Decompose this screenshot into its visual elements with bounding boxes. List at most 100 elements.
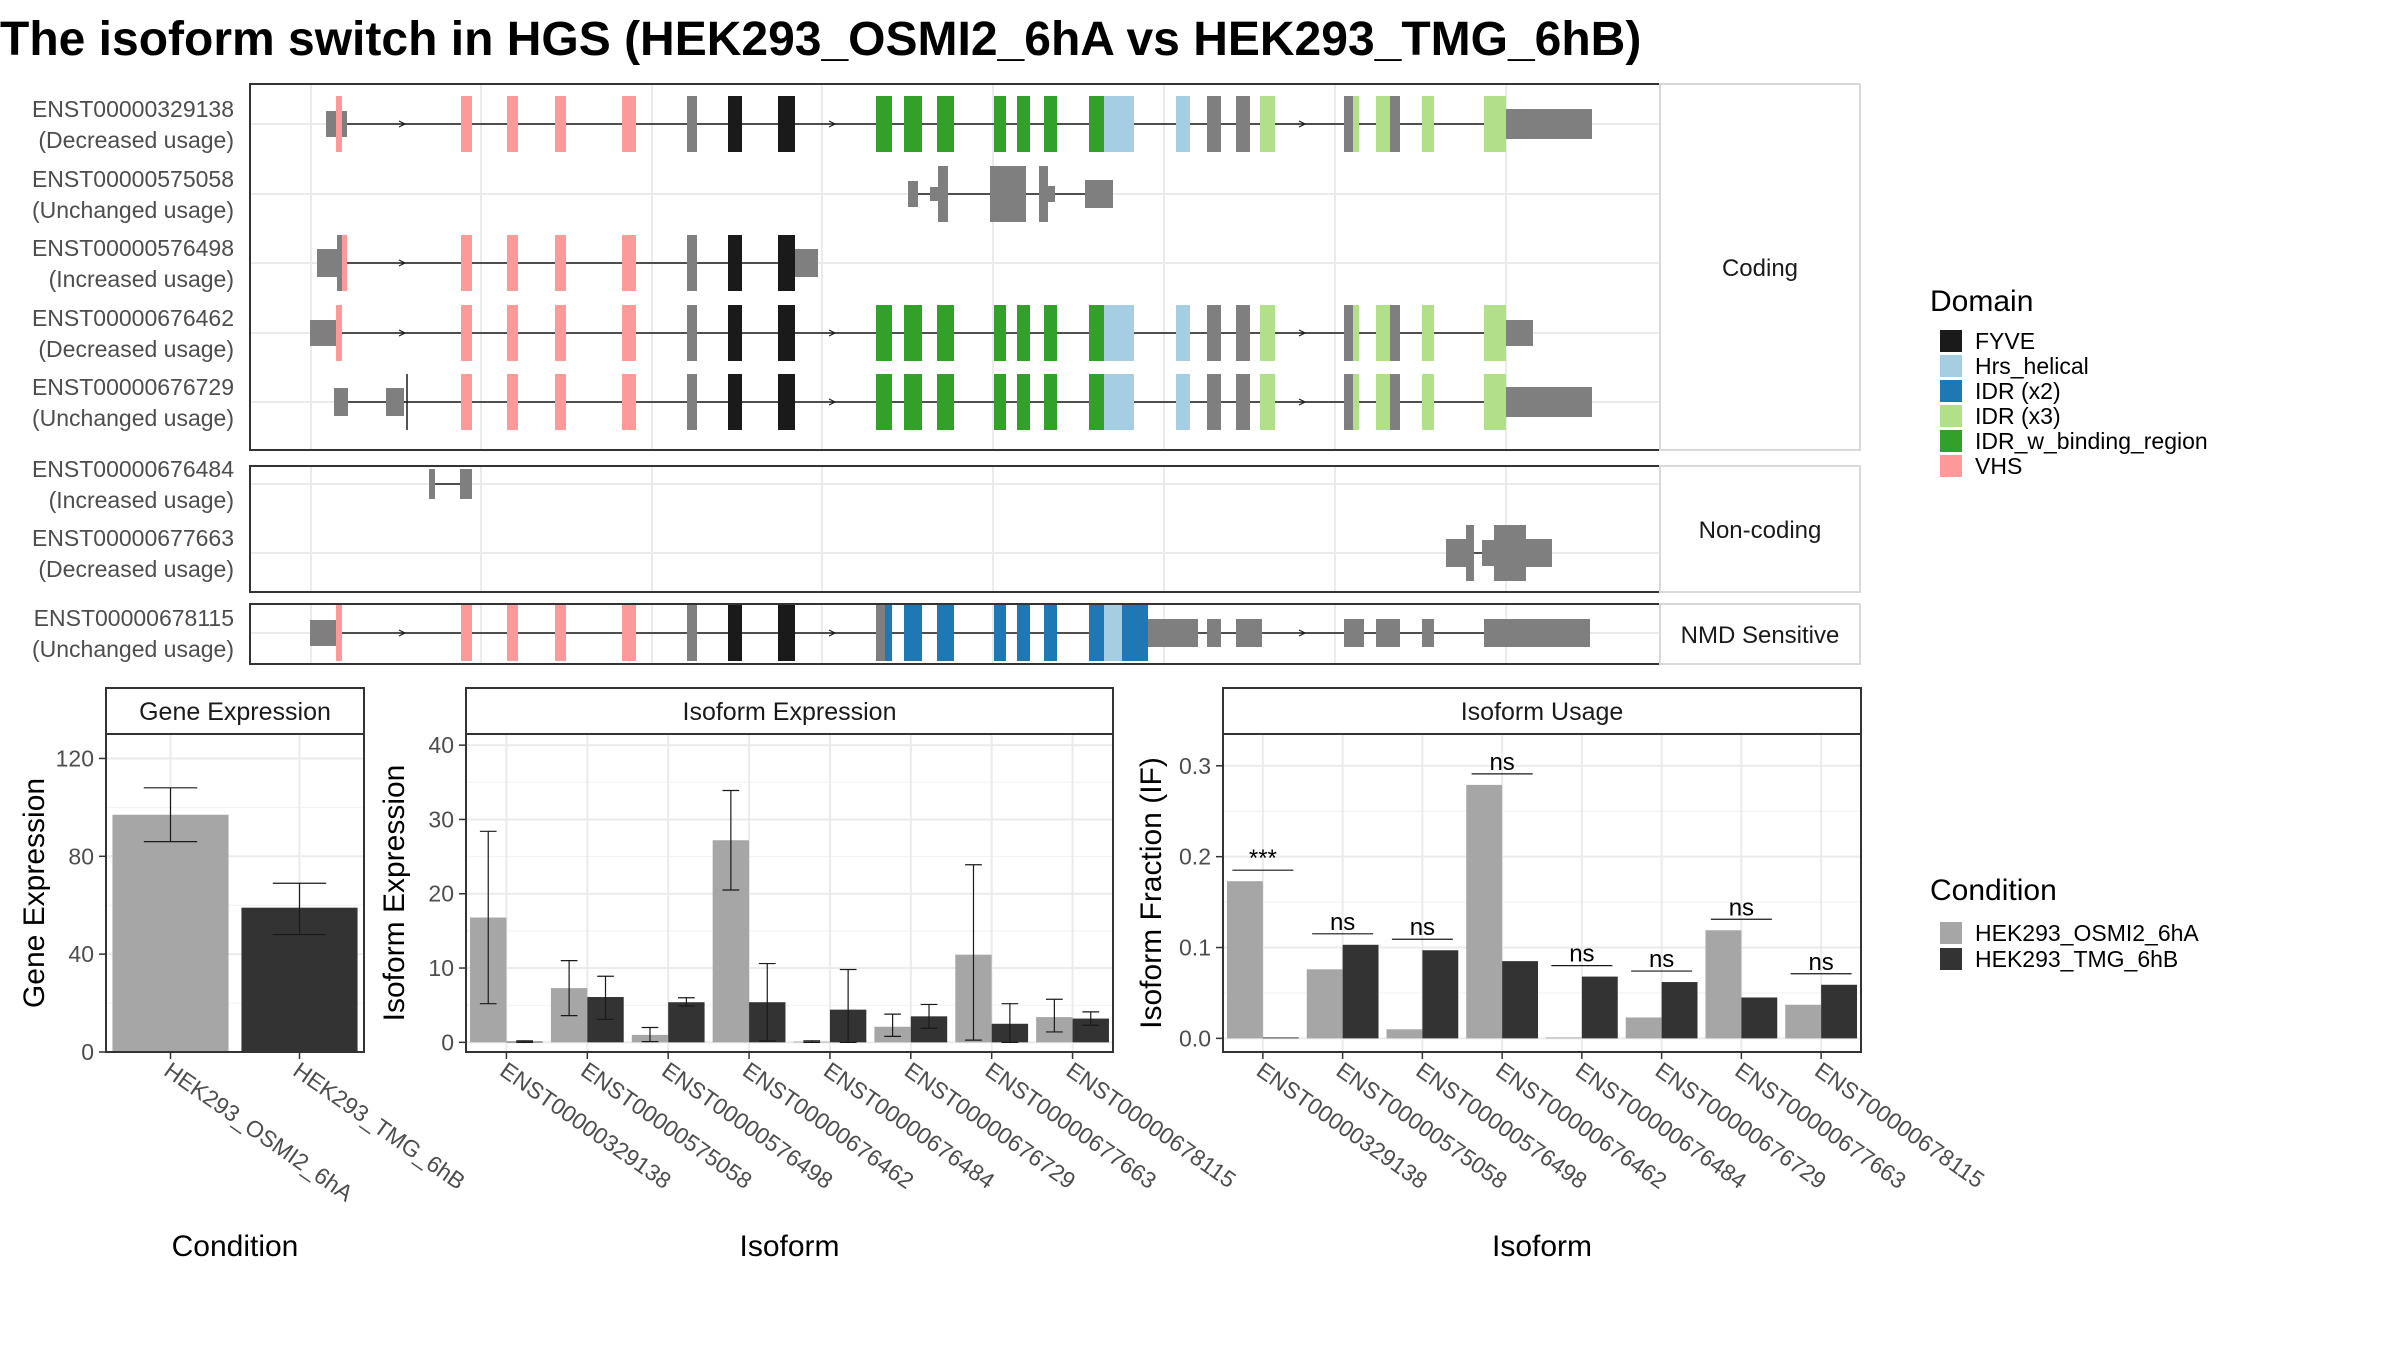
condition-legend-item: HEK293_TMG_6hB: [1940, 946, 2178, 972]
y-tick-label: 0.0: [1179, 1025, 1211, 1051]
coding-exon: [555, 305, 566, 361]
utr-exon: [1236, 619, 1262, 647]
condition-legend-title: Condition: [1930, 874, 2057, 907]
utr-exon: [1376, 619, 1400, 647]
domain-legend-label: FYVE: [1975, 328, 2035, 354]
coding-exon: [728, 96, 742, 152]
condition-legend-item: HEK293_OSMI2_6hA: [1940, 920, 2199, 946]
isoform-usage-label: (Decreased usage): [38, 556, 234, 582]
coding-exon: [1353, 374, 1359, 430]
significance-label: ns: [1330, 909, 1355, 936]
coding-exon: [1353, 96, 1359, 152]
domain-legend-label: IDR (x2): [1975, 378, 2061, 404]
coding-exon: [555, 235, 566, 291]
plot-strip-title: Gene Expression: [139, 698, 331, 726]
isoform-id-label: ENST00000678115: [34, 605, 234, 631]
coding-exon: [1089, 305, 1104, 361]
isoform-usage-label: (Unchanged usage): [32, 636, 234, 662]
bar: [1785, 1004, 1822, 1039]
isoform-structure-panel: Coding Non-coding NMD Sensitive ENST0000032…: [32, 83, 1861, 665]
coding-exon: [937, 305, 954, 361]
coding-exon: [1044, 305, 1057, 361]
coding-exon: [622, 235, 636, 291]
coding-exon: [994, 96, 1006, 152]
coding-exon: [687, 605, 697, 661]
isoform-usage-label: (Unchanged usage): [32, 197, 234, 223]
coding-exon: [687, 305, 697, 361]
utr-exon: [310, 320, 336, 346]
coding-exon: [994, 605, 1006, 661]
y-tick-label: 40: [68, 941, 94, 967]
significance-label: ns: [1649, 946, 1674, 973]
coding-exon: [1017, 96, 1030, 152]
transcript-ENST00000575058: [908, 166, 1113, 222]
coding-exon: [687, 374, 697, 430]
coding-exon: [876, 96, 892, 152]
coding-exon: [1089, 374, 1104, 430]
domain-legend-swatch: [1940, 380, 1962, 402]
bar: [1625, 1017, 1662, 1039]
isoform-id-label: ENST00000676484: [32, 456, 234, 482]
significance-label: ns: [1489, 749, 1514, 776]
bar: [1502, 961, 1539, 1039]
bar: [1705, 930, 1742, 1039]
coding-exon: [687, 235, 697, 291]
coding-exon: [1484, 305, 1506, 361]
coding-exon: [728, 305, 742, 361]
coding-exon: [937, 605, 954, 661]
domain-legend-item: Hrs_helical: [1940, 353, 2089, 379]
y-tick-label: 20: [428, 881, 454, 907]
utr-exon: [460, 469, 472, 499]
domain-legend-swatch: [1940, 355, 1962, 377]
y-tick-label: 120: [56, 745, 94, 771]
coding-exon: [1376, 96, 1390, 152]
condition-legend-label: HEK293_TMG_6hB: [1975, 946, 2178, 972]
coding-exon: [507, 374, 518, 430]
isoform-id-label: ENST00000677663: [32, 525, 234, 551]
domain-legend-swatch: [1940, 330, 1962, 352]
bar: [112, 814, 229, 1052]
coding-exon: [342, 235, 347, 291]
condition-legend-swatch: [1940, 948, 1962, 970]
y-tick-label: 40: [428, 732, 454, 758]
domain-legend-item: FYVE: [1940, 328, 2035, 354]
coding-exon: [507, 305, 518, 361]
significance-label: ns: [1410, 914, 1435, 941]
coding-exon: [1104, 374, 1134, 430]
coding-exon: [1390, 305, 1400, 361]
coding-exon: [1104, 605, 1122, 661]
coding-exon: [461, 374, 472, 430]
structure-group-label: Coding: [1722, 255, 1798, 282]
coding-exon: [904, 374, 922, 430]
coding-exon: [555, 605, 566, 661]
coding-exon: [555, 374, 566, 430]
bar: [1262, 1037, 1299, 1039]
isoform-usage-plot: *** ns ns ns ns ns ns ns Isoform Usage 0.0 0.1 0.2 0…: [1135, 687, 1989, 1263]
utr-exon: [1526, 539, 1552, 567]
significance-label: ns: [1569, 941, 1594, 968]
coding-exon: [1260, 305, 1275, 361]
utr-exon: [1446, 539, 1466, 567]
coding-exon: [1484, 96, 1506, 152]
isoform-usage-label: (Increased usage): [49, 487, 234, 513]
y-tick-label: 0.3: [1179, 753, 1211, 779]
significance-label: ns: [1808, 949, 1833, 976]
condition-legend-label: HEK293_OSMI2_6hA: [1975, 920, 2199, 946]
domain-legend-swatch: [1940, 405, 1962, 427]
utr-exon: [310, 620, 336, 646]
utr-exon: [342, 111, 347, 137]
figure-title: The isoform switch in HGS (HEK293_OSMI2_…: [0, 13, 1641, 66]
bar: [1226, 881, 1263, 1039]
coding-exon: [778, 305, 795, 361]
bar: [1545, 1037, 1582, 1039]
coding-exon: [1207, 96, 1221, 152]
utr-exon: [1506, 109, 1592, 139]
utr-exon: [908, 181, 918, 207]
y-tick-label: 0.1: [1179, 935, 1211, 961]
utr-exon: [1422, 619, 1434, 647]
coding-exon: [1017, 605, 1030, 661]
coding-exon: [728, 235, 742, 291]
transcript-ENST00000576498: [317, 235, 818, 291]
